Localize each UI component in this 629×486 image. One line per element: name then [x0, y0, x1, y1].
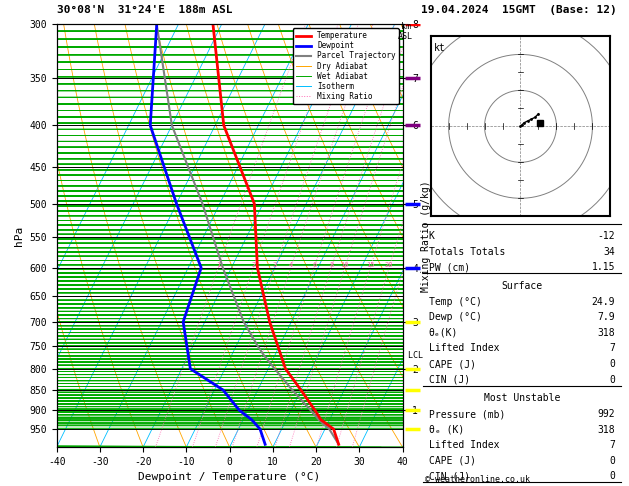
Text: 30°08'N  31°24'E  188m ASL: 30°08'N 31°24'E 188m ASL: [57, 4, 232, 15]
Text: 34: 34: [603, 246, 615, 257]
Text: Dewp (°C): Dewp (°C): [428, 312, 482, 322]
Text: 7: 7: [609, 440, 615, 450]
Text: CAPE (J): CAPE (J): [428, 359, 476, 369]
Text: 318: 318: [598, 425, 615, 434]
Text: Lifted Index: Lifted Index: [428, 344, 499, 353]
Text: 1: 1: [216, 262, 220, 268]
Text: 24.9: 24.9: [591, 296, 615, 307]
Text: 20: 20: [385, 262, 393, 268]
X-axis label: Dewpoint / Temperature (°C): Dewpoint / Temperature (°C): [138, 472, 321, 483]
Text: PW (cm): PW (cm): [428, 262, 470, 272]
Text: Surface: Surface: [501, 281, 542, 291]
Y-axis label: hPa: hPa: [14, 226, 24, 246]
Text: 15: 15: [366, 262, 375, 268]
Text: Pressure (mb): Pressure (mb): [428, 409, 505, 419]
Text: 6: 6: [312, 262, 316, 268]
Text: 2: 2: [251, 262, 255, 268]
Text: Totals Totals: Totals Totals: [428, 246, 505, 257]
Text: 4: 4: [289, 262, 293, 268]
Text: 10: 10: [341, 262, 349, 268]
Y-axis label: Mixing Ratio (g/kg): Mixing Ratio (g/kg): [421, 180, 431, 292]
Text: km
ASL: km ASL: [398, 22, 413, 41]
Text: 19.04.2024  15GMT  (Base: 12): 19.04.2024 15GMT (Base: 12): [421, 4, 617, 15]
Text: CAPE (J): CAPE (J): [428, 456, 476, 466]
Text: K: K: [428, 231, 435, 241]
Text: Lifted Index: Lifted Index: [428, 440, 499, 450]
Text: Temp (°C): Temp (°C): [428, 296, 482, 307]
Text: -12: -12: [598, 231, 615, 241]
Legend: Temperature, Dewpoint, Parcel Trajectory, Dry Adiabat, Wet Adiabat, Isotherm, Mi: Temperature, Dewpoint, Parcel Trajectory…: [292, 28, 399, 104]
Text: 0: 0: [609, 359, 615, 369]
Text: LCL: LCL: [403, 351, 423, 360]
Text: θₑ(K): θₑ(K): [428, 328, 458, 338]
Text: 0: 0: [609, 471, 615, 482]
Text: © weatheronline.co.uk: © weatheronline.co.uk: [425, 474, 530, 484]
Text: 992: 992: [598, 409, 615, 419]
Text: θₑ (K): θₑ (K): [428, 425, 464, 434]
Text: 0: 0: [609, 456, 615, 466]
Text: kt: kt: [434, 43, 446, 53]
Text: 1.15: 1.15: [591, 262, 615, 272]
Text: 318: 318: [598, 328, 615, 338]
Text: 7.9: 7.9: [598, 312, 615, 322]
Text: 0: 0: [609, 375, 615, 384]
Text: CIN (J): CIN (J): [428, 375, 470, 384]
Text: 8: 8: [329, 262, 333, 268]
Text: Most Unstable: Most Unstable: [484, 393, 560, 403]
Text: 7: 7: [609, 344, 615, 353]
Text: CIN (J): CIN (J): [428, 471, 470, 482]
Text: 3: 3: [273, 262, 277, 268]
